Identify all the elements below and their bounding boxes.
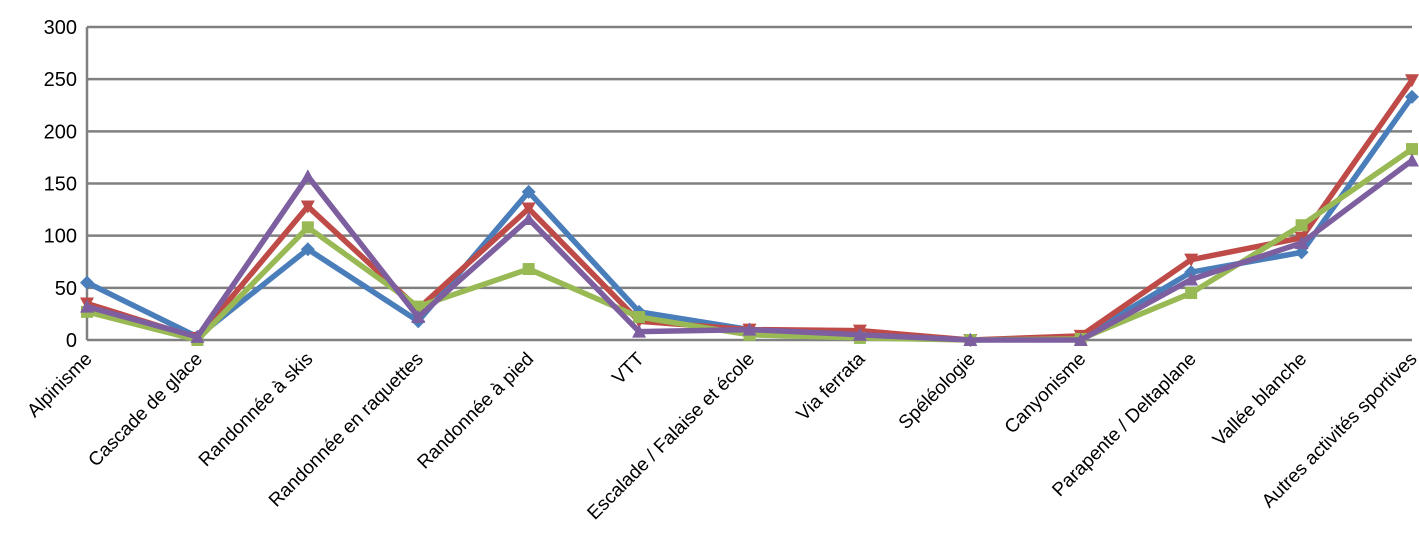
series-4-point [190, 329, 205, 343]
y-tick-label: 300 [44, 17, 77, 39]
x-tick-label: Spéléologie [895, 349, 980, 434]
series-4-point [80, 299, 94, 313]
series-4-point [742, 322, 757, 336]
series-4-point [1073, 333, 1088, 346]
series-3 [81, 143, 1418, 346]
series-4-point [963, 333, 978, 346]
x-tick-label: Alpinisme [23, 349, 96, 422]
series-3-point [1295, 219, 1308, 232]
series-1-point [1405, 89, 1419, 104]
x-tick-label: Randonnée à pied [414, 349, 539, 474]
y-tick-label: 50 [55, 278, 77, 300]
series-3-point [1406, 143, 1418, 156]
series-2 [80, 74, 1419, 347]
series-3-point [522, 263, 535, 276]
series-1-point [80, 275, 94, 290]
series-4-point [852, 327, 867, 341]
series-4-point [411, 310, 426, 324]
series-1-point [300, 242, 315, 257]
series-3-point [301, 221, 314, 234]
series-3-line [86, 146, 1414, 343]
series-2-point [300, 200, 315, 214]
x-tick-label: Randonnée à skis [195, 349, 317, 471]
x-tick-label: Vallée blanche [1209, 349, 1311, 451]
series-2-point [1405, 74, 1419, 88]
series-4-point [1184, 272, 1199, 286]
y-tick-label: 250 [44, 69, 77, 91]
series [80, 74, 1419, 347]
y-tick-label: 200 [44, 121, 77, 143]
series-4-point [1405, 153, 1419, 167]
x-tick-label: Canyonisme [1001, 349, 1091, 439]
series-2-point [521, 202, 536, 216]
series-1-point [521, 184, 536, 199]
series-1-line [85, 95, 1415, 343]
y-axis-ticks: 0 50 100 150 200 250 300 [44, 17, 77, 352]
grid-lines [85, 25, 1412, 342]
series-2-point [1184, 253, 1199, 267]
series-4 [80, 153, 1419, 346]
series-3-point [1185, 287, 1198, 300]
x-tick-label: Via ferrata [793, 348, 870, 425]
y-tick-label: 150 [44, 174, 77, 196]
series-4-point [632, 324, 647, 338]
y-tick-label: 0 [66, 330, 77, 352]
series-4-point [1294, 235, 1309, 249]
series-3-point [633, 311, 646, 324]
y-tick-label: 100 [44, 226, 77, 248]
series-4-point [300, 169, 315, 183]
series-4-point [521, 211, 536, 225]
x-tick-label: VTT [608, 348, 649, 389]
x-tick-label: Cascade de glace [85, 349, 207, 471]
